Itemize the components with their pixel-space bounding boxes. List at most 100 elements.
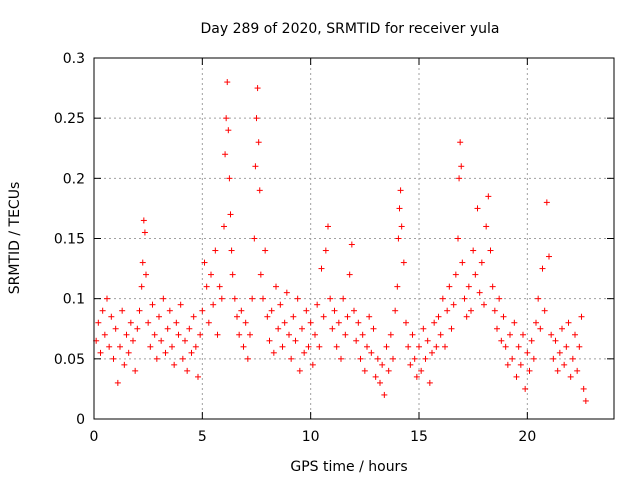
data-point [569,355,576,362]
data-point [485,193,492,200]
data-point [303,307,310,314]
data-point [450,301,457,308]
data-point [342,331,349,338]
data-point [418,367,425,374]
data-point [166,307,173,314]
data-point [556,349,563,356]
data-point [224,79,231,86]
data-point [238,307,245,314]
data-point [266,337,273,344]
data-point [171,361,178,368]
data-point [420,325,427,332]
data-point [543,199,550,206]
data-point [242,319,249,326]
data-point [290,313,297,320]
data-point [119,307,126,314]
data-point [279,343,286,350]
data-point [481,301,487,308]
data-point [132,367,139,374]
data-point [478,259,485,266]
data-point [457,139,464,146]
data-point [104,295,110,302]
data-point [379,361,386,368]
data-point [580,385,587,392]
data-point [228,247,235,254]
data-point [416,343,422,350]
data-point [351,307,357,314]
data-point [338,355,344,362]
x-tick-label: 10 [302,429,320,445]
data-point [463,313,470,320]
data-point [515,343,522,350]
data-point [162,349,169,356]
data-point [164,325,171,332]
y-tick-label: 0.05 [54,352,85,368]
data-point [494,325,500,332]
data-point [372,373,379,380]
chart-title: Day 289 of 2020, SRMTID for receiver yul… [200,21,499,37]
x-tick-label: 20 [518,429,536,445]
data-point [458,163,465,170]
data-point [405,343,412,350]
data-point [214,331,221,338]
y-tick-label: 0.1 [63,292,85,308]
data-point [392,307,399,314]
data-point [177,301,184,308]
data-point [327,295,334,302]
data-point [125,349,132,356]
data-point [483,223,490,230]
data-point [387,331,394,338]
data-point [329,325,336,332]
data-point [353,337,360,344]
data-point [489,283,496,290]
data-point [429,349,435,356]
data-point [156,313,162,320]
data-point [254,85,261,92]
data-point [561,361,568,368]
data-point [455,235,461,242]
data-point [533,319,539,326]
data-point [325,223,331,230]
data-point [123,331,130,338]
data-point [158,337,165,344]
data-point [296,367,303,374]
data-point [340,295,347,302]
data-point [426,379,433,386]
data-point [383,343,390,350]
data-point [268,307,275,314]
data-points [93,79,589,404]
data-point [526,367,533,374]
data-point [320,313,327,320]
data-point [223,115,230,122]
data-point [252,163,259,170]
data-point [173,319,180,326]
data-point [277,301,284,308]
data-point [500,313,507,320]
data-point [535,295,542,302]
data-point [175,331,182,338]
data-point [186,325,193,332]
data-point [366,313,373,320]
data-point [97,349,104,356]
data-point [199,307,206,314]
data-point [190,313,197,320]
data-point [106,343,113,350]
data-point [99,307,106,314]
data-point [442,343,448,350]
data-point [502,343,509,350]
data-point [236,331,243,338]
data-point [179,355,186,362]
data-point [528,337,535,344]
data-point [474,205,481,212]
data-point [397,187,404,194]
data-point [572,331,578,338]
data-point [273,283,279,290]
axis-ticks: 0 0.05 0.1 0.15 0.2 0.25 0.3 0 5 10 15 20 [54,51,614,445]
data-point [208,271,214,278]
data-point [281,319,288,326]
data-point [348,241,355,248]
data-point [511,319,518,326]
data-point [283,289,290,296]
data-point [182,337,188,344]
